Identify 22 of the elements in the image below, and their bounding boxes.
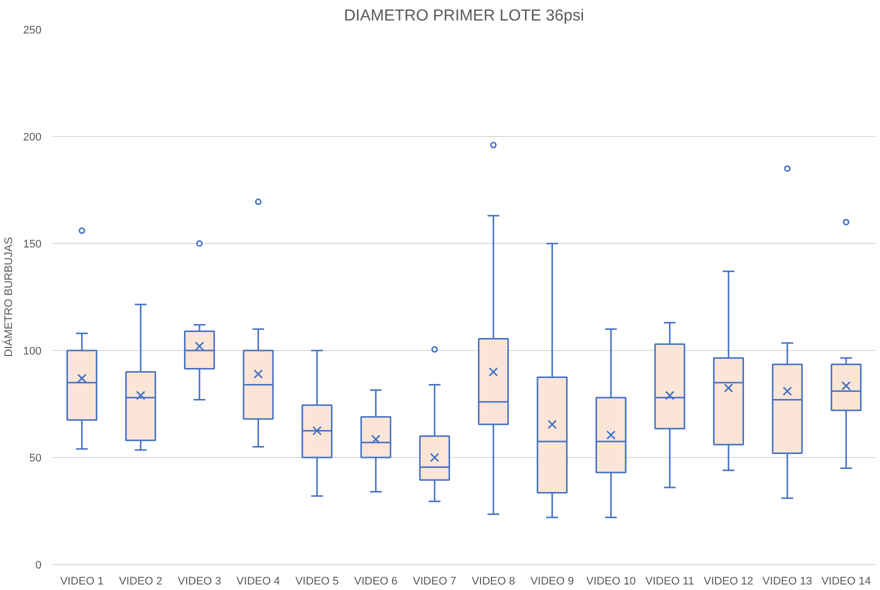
y-tick-label: 250 (23, 24, 42, 36)
x-tick-label: VIDEO 13 (762, 576, 812, 588)
x-tick-label: VIDEO 1 (60, 576, 104, 588)
x-tick-label: VIDEO 4 (236, 576, 280, 588)
y-tick-label: 0 (35, 560, 42, 572)
chart-title: DIAMETRO PRIMER LOTE 36psi (344, 8, 584, 24)
x-tick-label: VIDEO 11 (645, 576, 694, 588)
x-tick-label: VIDEO 5 (295, 576, 339, 588)
y-axis-title: DIÁMETRO BURBUJAS (2, 237, 16, 357)
y-tick-label: 100 (23, 346, 42, 358)
x-tick-label: VIDEO 7 (412, 576, 456, 588)
y-tick-label: 150 (23, 238, 42, 250)
x-tick-label: VIDEO 9 (530, 576, 574, 588)
x-tick-label: VIDEO 14 (821, 576, 871, 588)
y-tick-label: 50 (29, 452, 42, 464)
x-tick-label: VIDEO 8 (472, 576, 516, 588)
x-tick-label: VIDEO 2 (118, 576, 162, 588)
y-tick-label: 200 (23, 132, 42, 144)
x-tick-label: VIDEO 6 (354, 576, 398, 588)
x-tick-label: VIDEO 10 (586, 576, 636, 588)
x-tick-label: VIDEO 12 (704, 576, 754, 588)
x-tick-label: VIDEO 3 (178, 576, 222, 588)
